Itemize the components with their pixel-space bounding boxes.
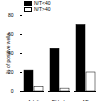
html-text:N/T<40: N/T<40 [34,0,51,6]
svg-text:AD: AD [82,99,89,101]
svg-text:Adult: Adult [28,99,40,101]
svg-text:80: 80 [8,12,14,18]
svg-text:0: 0 [11,88,14,94]
svg-text:% of positive wells: % of positive wells [5,33,11,74]
html-text:N/T>40: N/T>40 [34,6,51,13]
svg-text:Elderly: Elderly [52,99,68,101]
